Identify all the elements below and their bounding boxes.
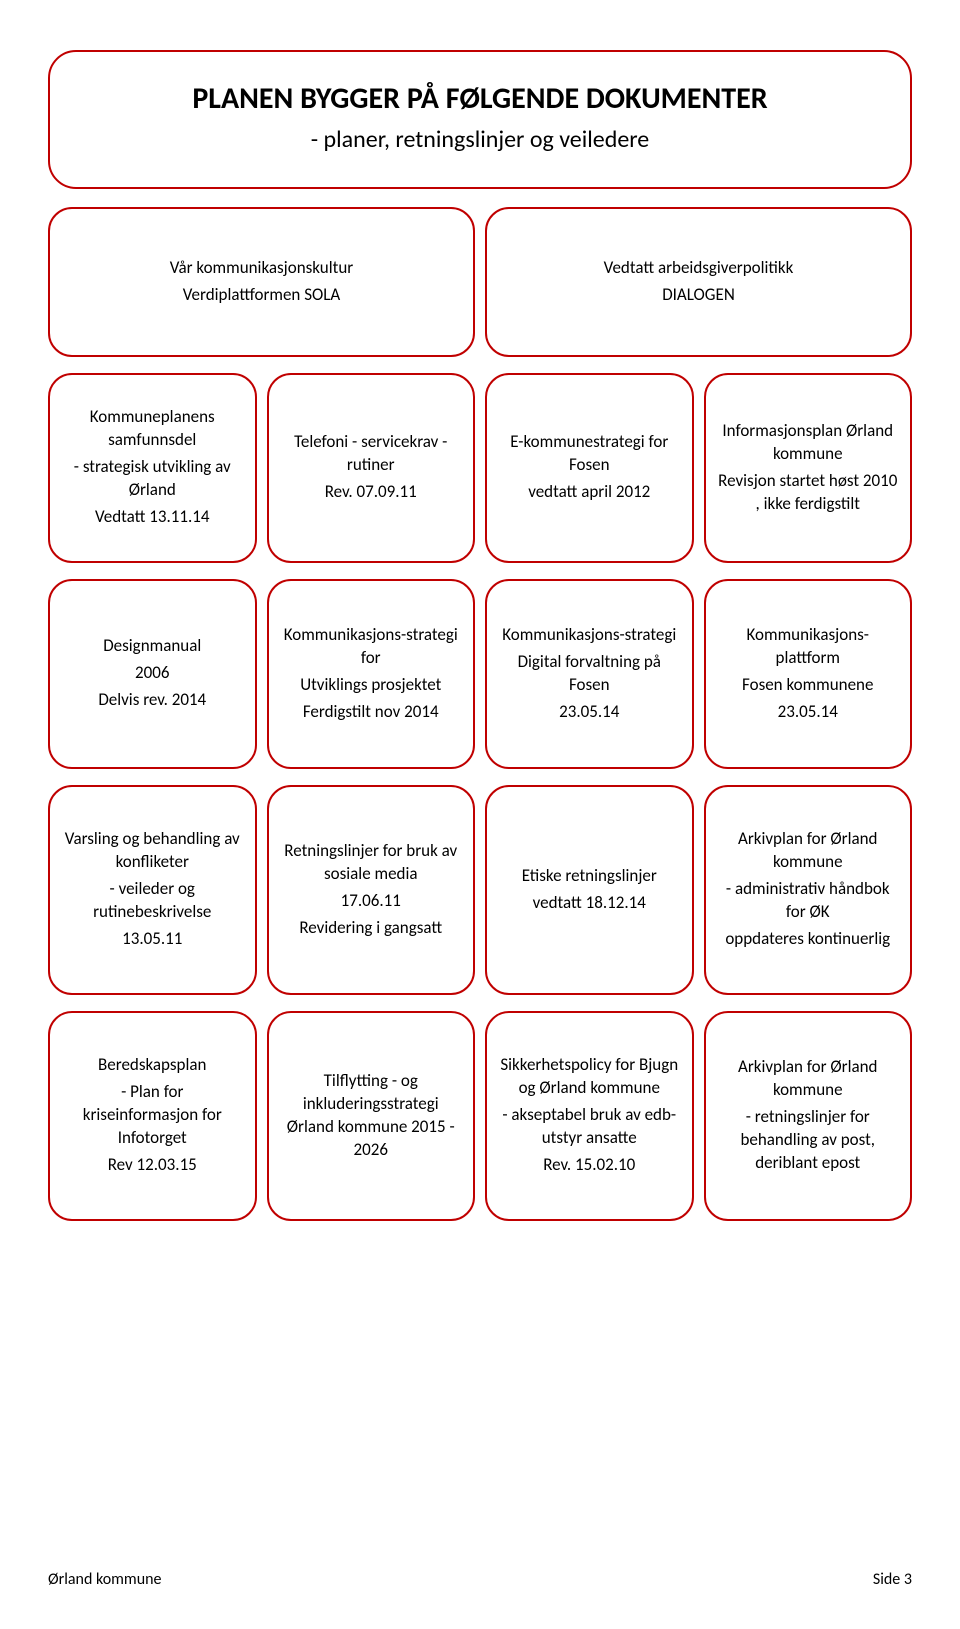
card-line: DIALOGEN xyxy=(662,284,735,307)
row-3: Designmanual 2006 Delvis rev. 2014 Kommu… xyxy=(48,579,912,769)
card-line: Arkivplan for Ørland kommune xyxy=(718,1056,899,1102)
card-line: Varsling og behandling av konfliketer xyxy=(62,828,243,874)
card-arkivplan-post: Arkivplan for Ørland kommune - retningsl… xyxy=(704,1011,913,1221)
row-2: Kommuneplanens samfunnsdel - strategisk … xyxy=(48,373,912,563)
card-line: Tilflytting - og inkluderingsstrategi Ør… xyxy=(281,1070,462,1162)
card-line: Beredskapsplan xyxy=(98,1054,206,1077)
card-line: Informasjonsplan Ørland kommune xyxy=(718,420,899,466)
card-line: Revisjon startet høst 2010 , ikke ferdig… xyxy=(718,470,899,516)
card-line: - administrativ håndbok for ØK xyxy=(718,878,899,924)
card-line: Arkivplan for Ørland kommune xyxy=(718,828,899,874)
card-informasjonsplan: Informasjonsplan Ørland kommune Revisjon… xyxy=(704,373,913,563)
card-kommstrategi-digital: Kommunikasjons-strategi Digital forvaltn… xyxy=(485,579,694,769)
card-line: Designmanual xyxy=(103,635,201,658)
header-box: PLANEN BYGGER PÅ FØLGENDE DOKUMENTER - p… xyxy=(48,50,912,189)
page: PLANEN BYGGER PÅ FØLGENDE DOKUMENTER - p… xyxy=(0,0,960,1629)
card-line: 13.05.11 xyxy=(122,928,182,951)
card-line: Fosen kommunene xyxy=(742,674,873,697)
card-arkivplan-handbok: Arkivplan for Ørland kommune - administr… xyxy=(704,785,913,995)
card-line: - veileder og rutinebeskrivelse xyxy=(62,878,243,924)
footer-left: Ørland kommune xyxy=(48,1570,161,1589)
card-etiske: Etiske retningslinjer vedtatt 18.12.14 xyxy=(485,785,694,995)
card-line: - akseptabel bruk av edb-utstyr ansatte xyxy=(499,1104,680,1150)
row-5: Beredskapsplan - Plan for kriseinformasj… xyxy=(48,1011,912,1221)
header-title: PLANEN BYGGER PÅ FØLGENDE DOKUMENTER xyxy=(70,80,890,118)
card-beredskapsplan: Beredskapsplan - Plan for kriseinformasj… xyxy=(48,1011,257,1221)
card-arbeidsgiverpolitikk: Vedtatt arbeidsgiverpolitikk DIALOGEN xyxy=(485,207,912,357)
row-1: Vår kommunikasjonskultur Verdiplattforme… xyxy=(48,207,912,357)
card-line: Rev. 07.09.11 xyxy=(325,481,417,504)
page-footer: Ørland kommune Side 3 xyxy=(48,1570,912,1589)
card-line: Sikkerhetspolicy for Bjugn og Ørland kom… xyxy=(499,1054,680,1100)
card-kommuneplan: Kommuneplanens samfunnsdel - strategisk … xyxy=(48,373,257,563)
card-line: Retningslinjer for bruk av sosiale media xyxy=(281,840,462,886)
card-line: Kommunikasjons-strategi xyxy=(502,624,676,647)
card-line: - strategisk utvikling av Ørland xyxy=(62,456,243,502)
card-line: oppdateres kontinuerlig xyxy=(725,928,890,951)
card-line: E-kommunestrategi for Fosen xyxy=(499,431,680,477)
card-line: 23.05.14 xyxy=(559,701,619,724)
card-kommplattform: Kommunikasjons-plattform Fosen kommunene… xyxy=(704,579,913,769)
card-kommstrategi-utvikling: Kommunikasjons-strategi for Utviklings p… xyxy=(267,579,476,769)
card-line: vedtatt 18.12.14 xyxy=(533,892,646,915)
card-line: Rev 12.03.15 xyxy=(108,1154,197,1177)
card-sikkerhetspolicy: Sikkerhetspolicy for Bjugn og Ørland kom… xyxy=(485,1011,694,1221)
card-line: Verdiplattformen SOLA xyxy=(183,284,341,307)
card-line: Kommuneplanens samfunnsdel xyxy=(62,406,243,452)
card-line: Delvis rev. 2014 xyxy=(98,689,206,712)
footer-right: Side 3 xyxy=(873,1570,912,1589)
header-subtitle: - planer, retningslinjer og veiledere xyxy=(70,124,890,155)
card-line: Vedtatt arbeidsgiverpolitikk xyxy=(604,257,794,280)
card-line: Digital forvaltning på Fosen xyxy=(499,651,680,697)
card-kommunikasjonskultur: Vår kommunikasjonskultur Verdiplattforme… xyxy=(48,207,475,357)
card-line: 17.06.11 xyxy=(341,890,401,913)
card-ekommunestrategi: E-kommunestrategi for Fosen vedtatt apri… xyxy=(485,373,694,563)
card-line: Utviklings prosjektet xyxy=(300,674,441,697)
card-line: Rev. 15.02.10 xyxy=(543,1154,635,1177)
card-line: - retningslinjer for behandling av post,… xyxy=(718,1106,899,1175)
card-line: - Plan for kriseinformasjon for Infotorg… xyxy=(62,1081,243,1150)
card-tilflytting: Tilflytting - og inkluderingsstrategi Ør… xyxy=(267,1011,476,1221)
card-varsling: Varsling og behandling av konfliketer - … xyxy=(48,785,257,995)
card-line: Vår kommunikasjonskultur xyxy=(170,257,353,280)
row-4: Varsling og behandling av konfliketer - … xyxy=(48,785,912,995)
card-line: Vedtatt 13.11.14 xyxy=(95,506,210,529)
card-telefoni: Telefoni - servicekrav - rutiner Rev. 07… xyxy=(267,373,476,563)
card-sosiale-media: Retningslinjer for bruk av sosiale media… xyxy=(267,785,476,995)
card-designmanual: Designmanual 2006 Delvis rev. 2014 xyxy=(48,579,257,769)
card-line: Kommunikasjons-plattform xyxy=(718,624,899,670)
card-line: Kommunikasjons-strategi for xyxy=(281,624,462,670)
card-line: Etiske retningslinjer xyxy=(522,865,657,888)
card-line: Telefoni - servicekrav - rutiner xyxy=(281,431,462,477)
card-line: Ferdigstilt nov 2014 xyxy=(303,701,439,724)
card-line: vedtatt april 2012 xyxy=(528,481,650,504)
card-line: 23.05.14 xyxy=(778,701,838,724)
card-line: 2006 xyxy=(135,662,169,685)
card-line: Revidering i gangsatt xyxy=(299,917,442,940)
